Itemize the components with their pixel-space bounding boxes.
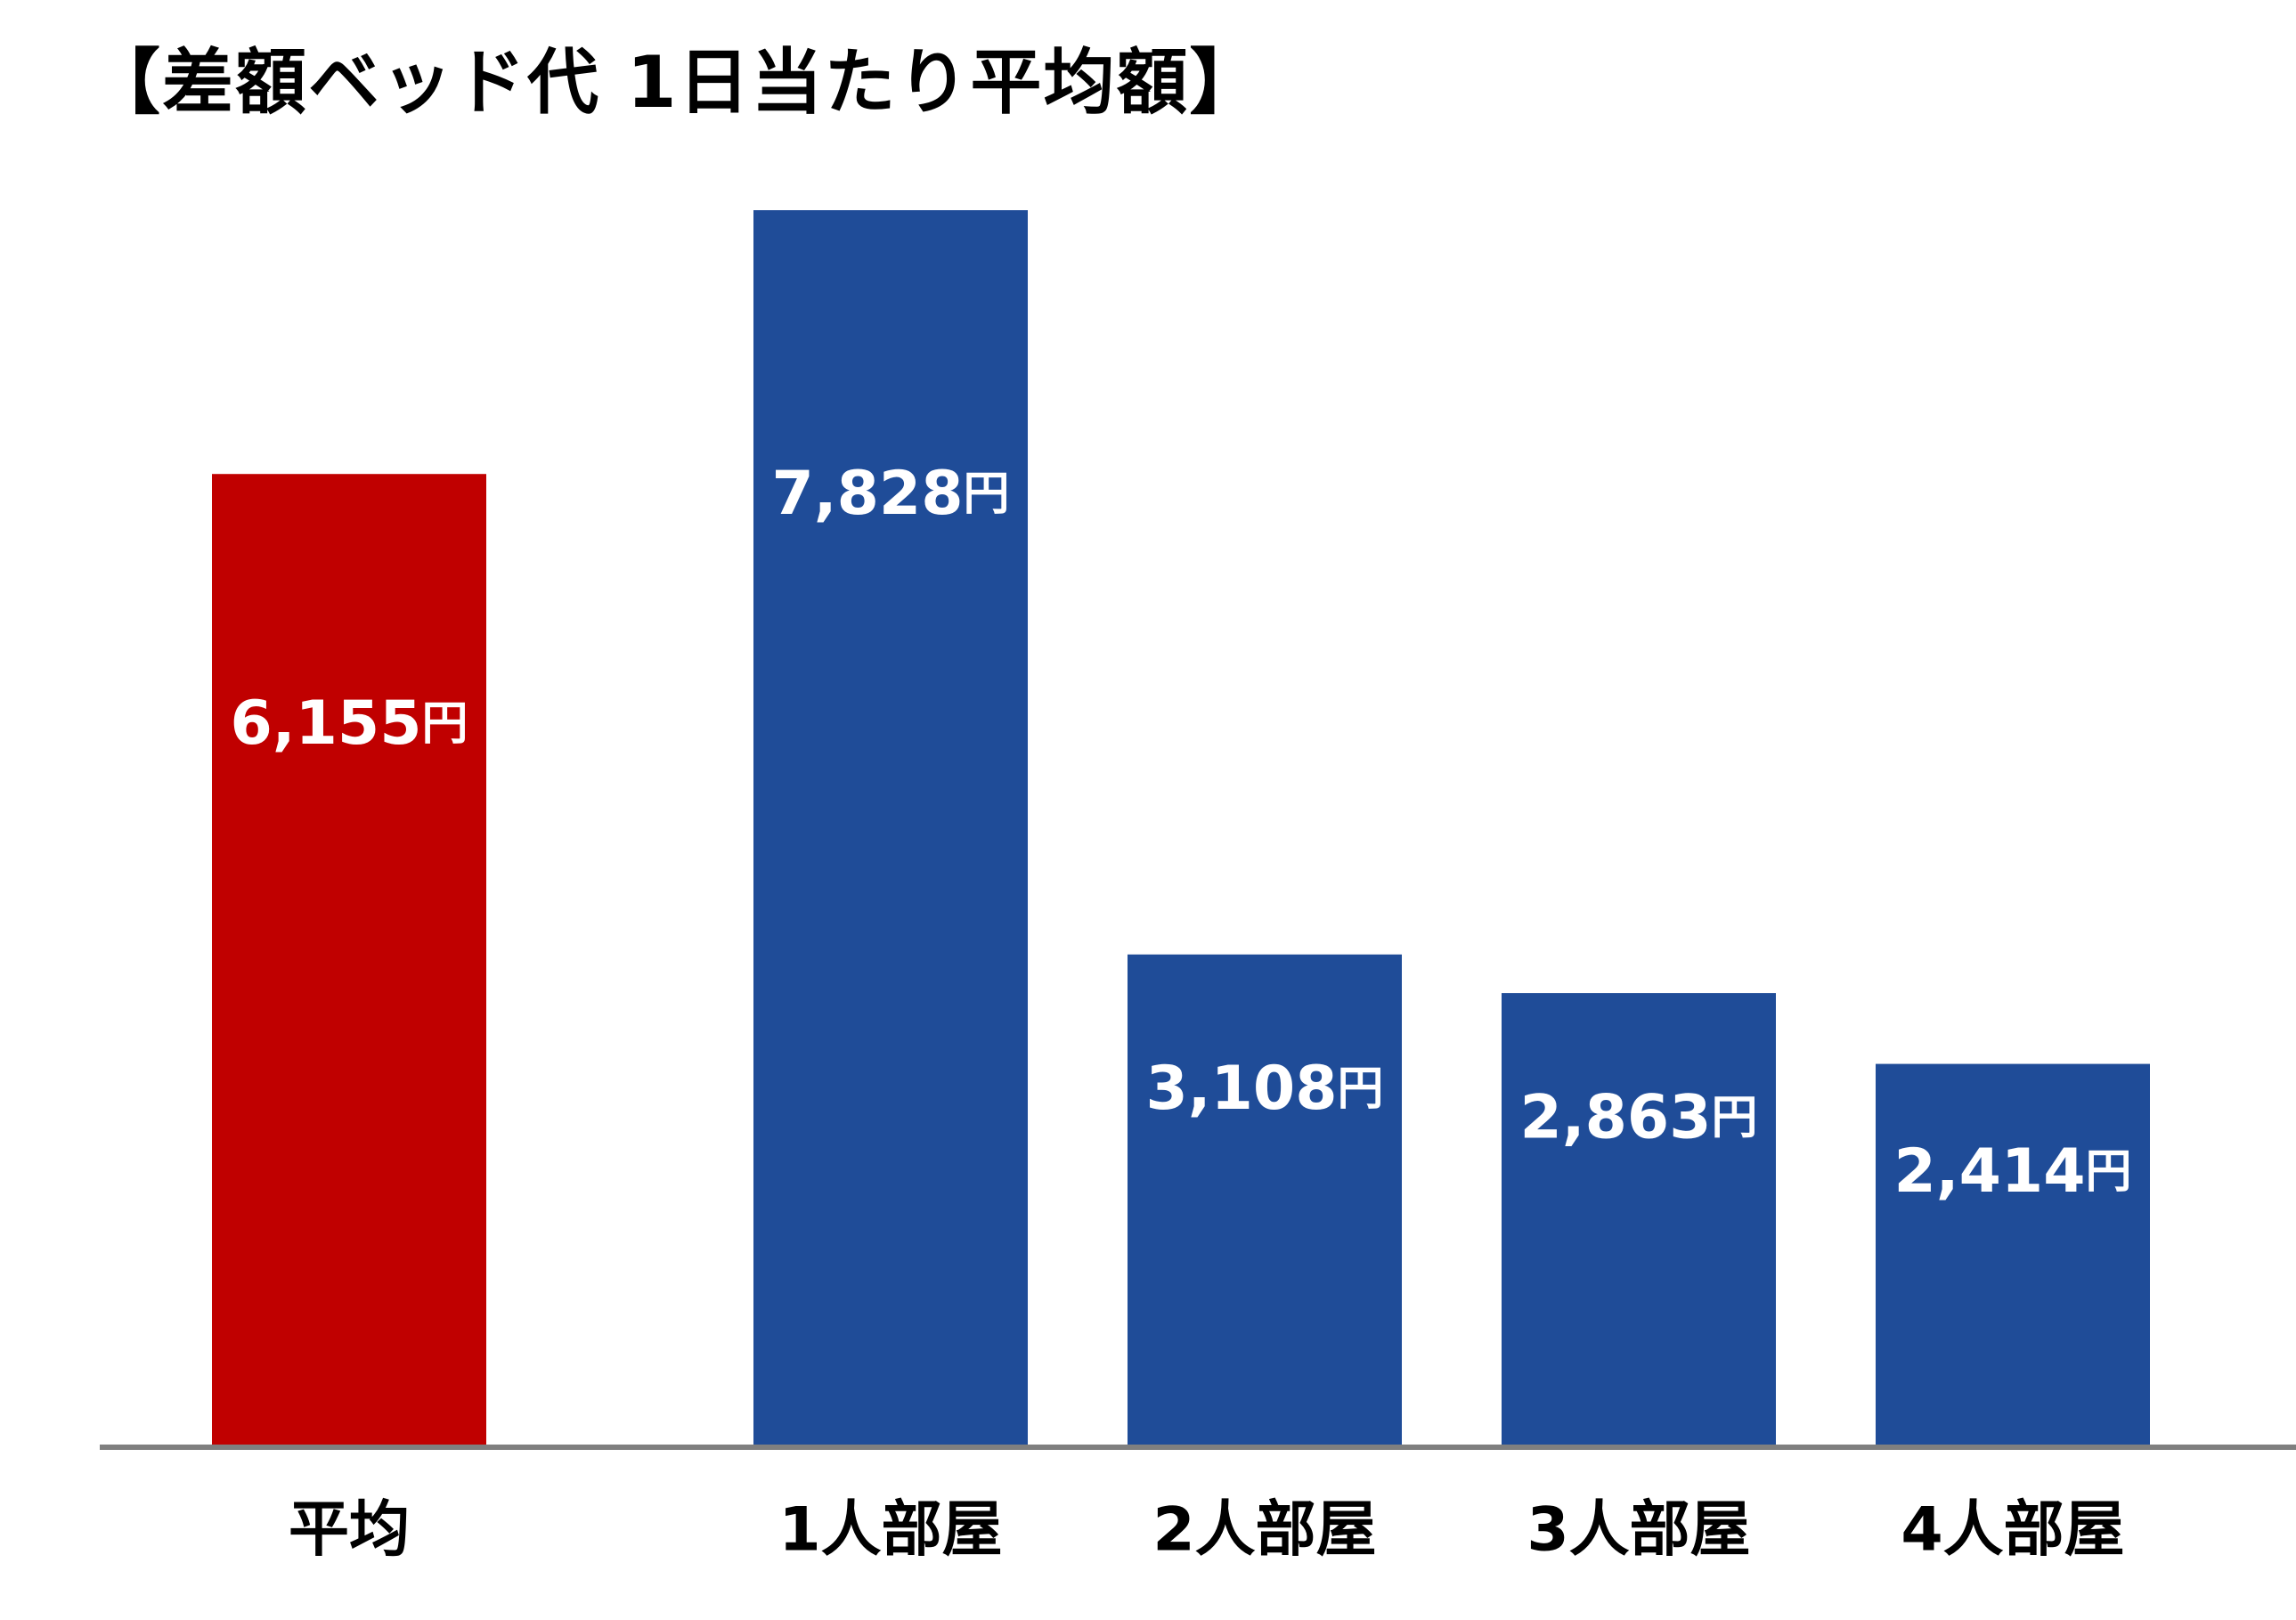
x-tick-label-5: 4人部屋 — [1901, 1495, 2124, 1566]
bar-4 — [1502, 993, 1776, 1445]
bar-value-label-3: 3,108円 — [1145, 1053, 1383, 1123]
bars-layer — [212, 210, 2150, 1445]
chart-title: 【差額ベッド代 1日当たり平均額】 — [89, 41, 1263, 124]
x-tick-label-1: 平均 — [289, 1495, 410, 1566]
bar-value-label-1: 6,155円 — [230, 688, 468, 758]
bar-2 — [753, 210, 1028, 1445]
x-tick-label-3: 2人部屋 — [1152, 1495, 1376, 1566]
bar-value-label-5: 2,414円 — [1893, 1136, 2131, 1207]
bar-3 — [1128, 954, 1402, 1445]
bar-value-label-4: 2,863円 — [1519, 1082, 1757, 1152]
value-labels-layer: 6,155円 7,828円 3,108円 2,863円 2,414円 — [230, 459, 2131, 1207]
bar-1 — [212, 474, 486, 1445]
x-tick-label-2: 1人部屋 — [778, 1495, 1002, 1566]
bar-5 — [1876, 1063, 2150, 1445]
x-tick-label-4: 3人部屋 — [1527, 1495, 1750, 1566]
category-labels-layer: 平均 1人部屋 2人部屋 3人部屋 4人部屋 — [289, 1495, 2125, 1566]
bar-value-label-2: 7,828円 — [771, 459, 1009, 529]
